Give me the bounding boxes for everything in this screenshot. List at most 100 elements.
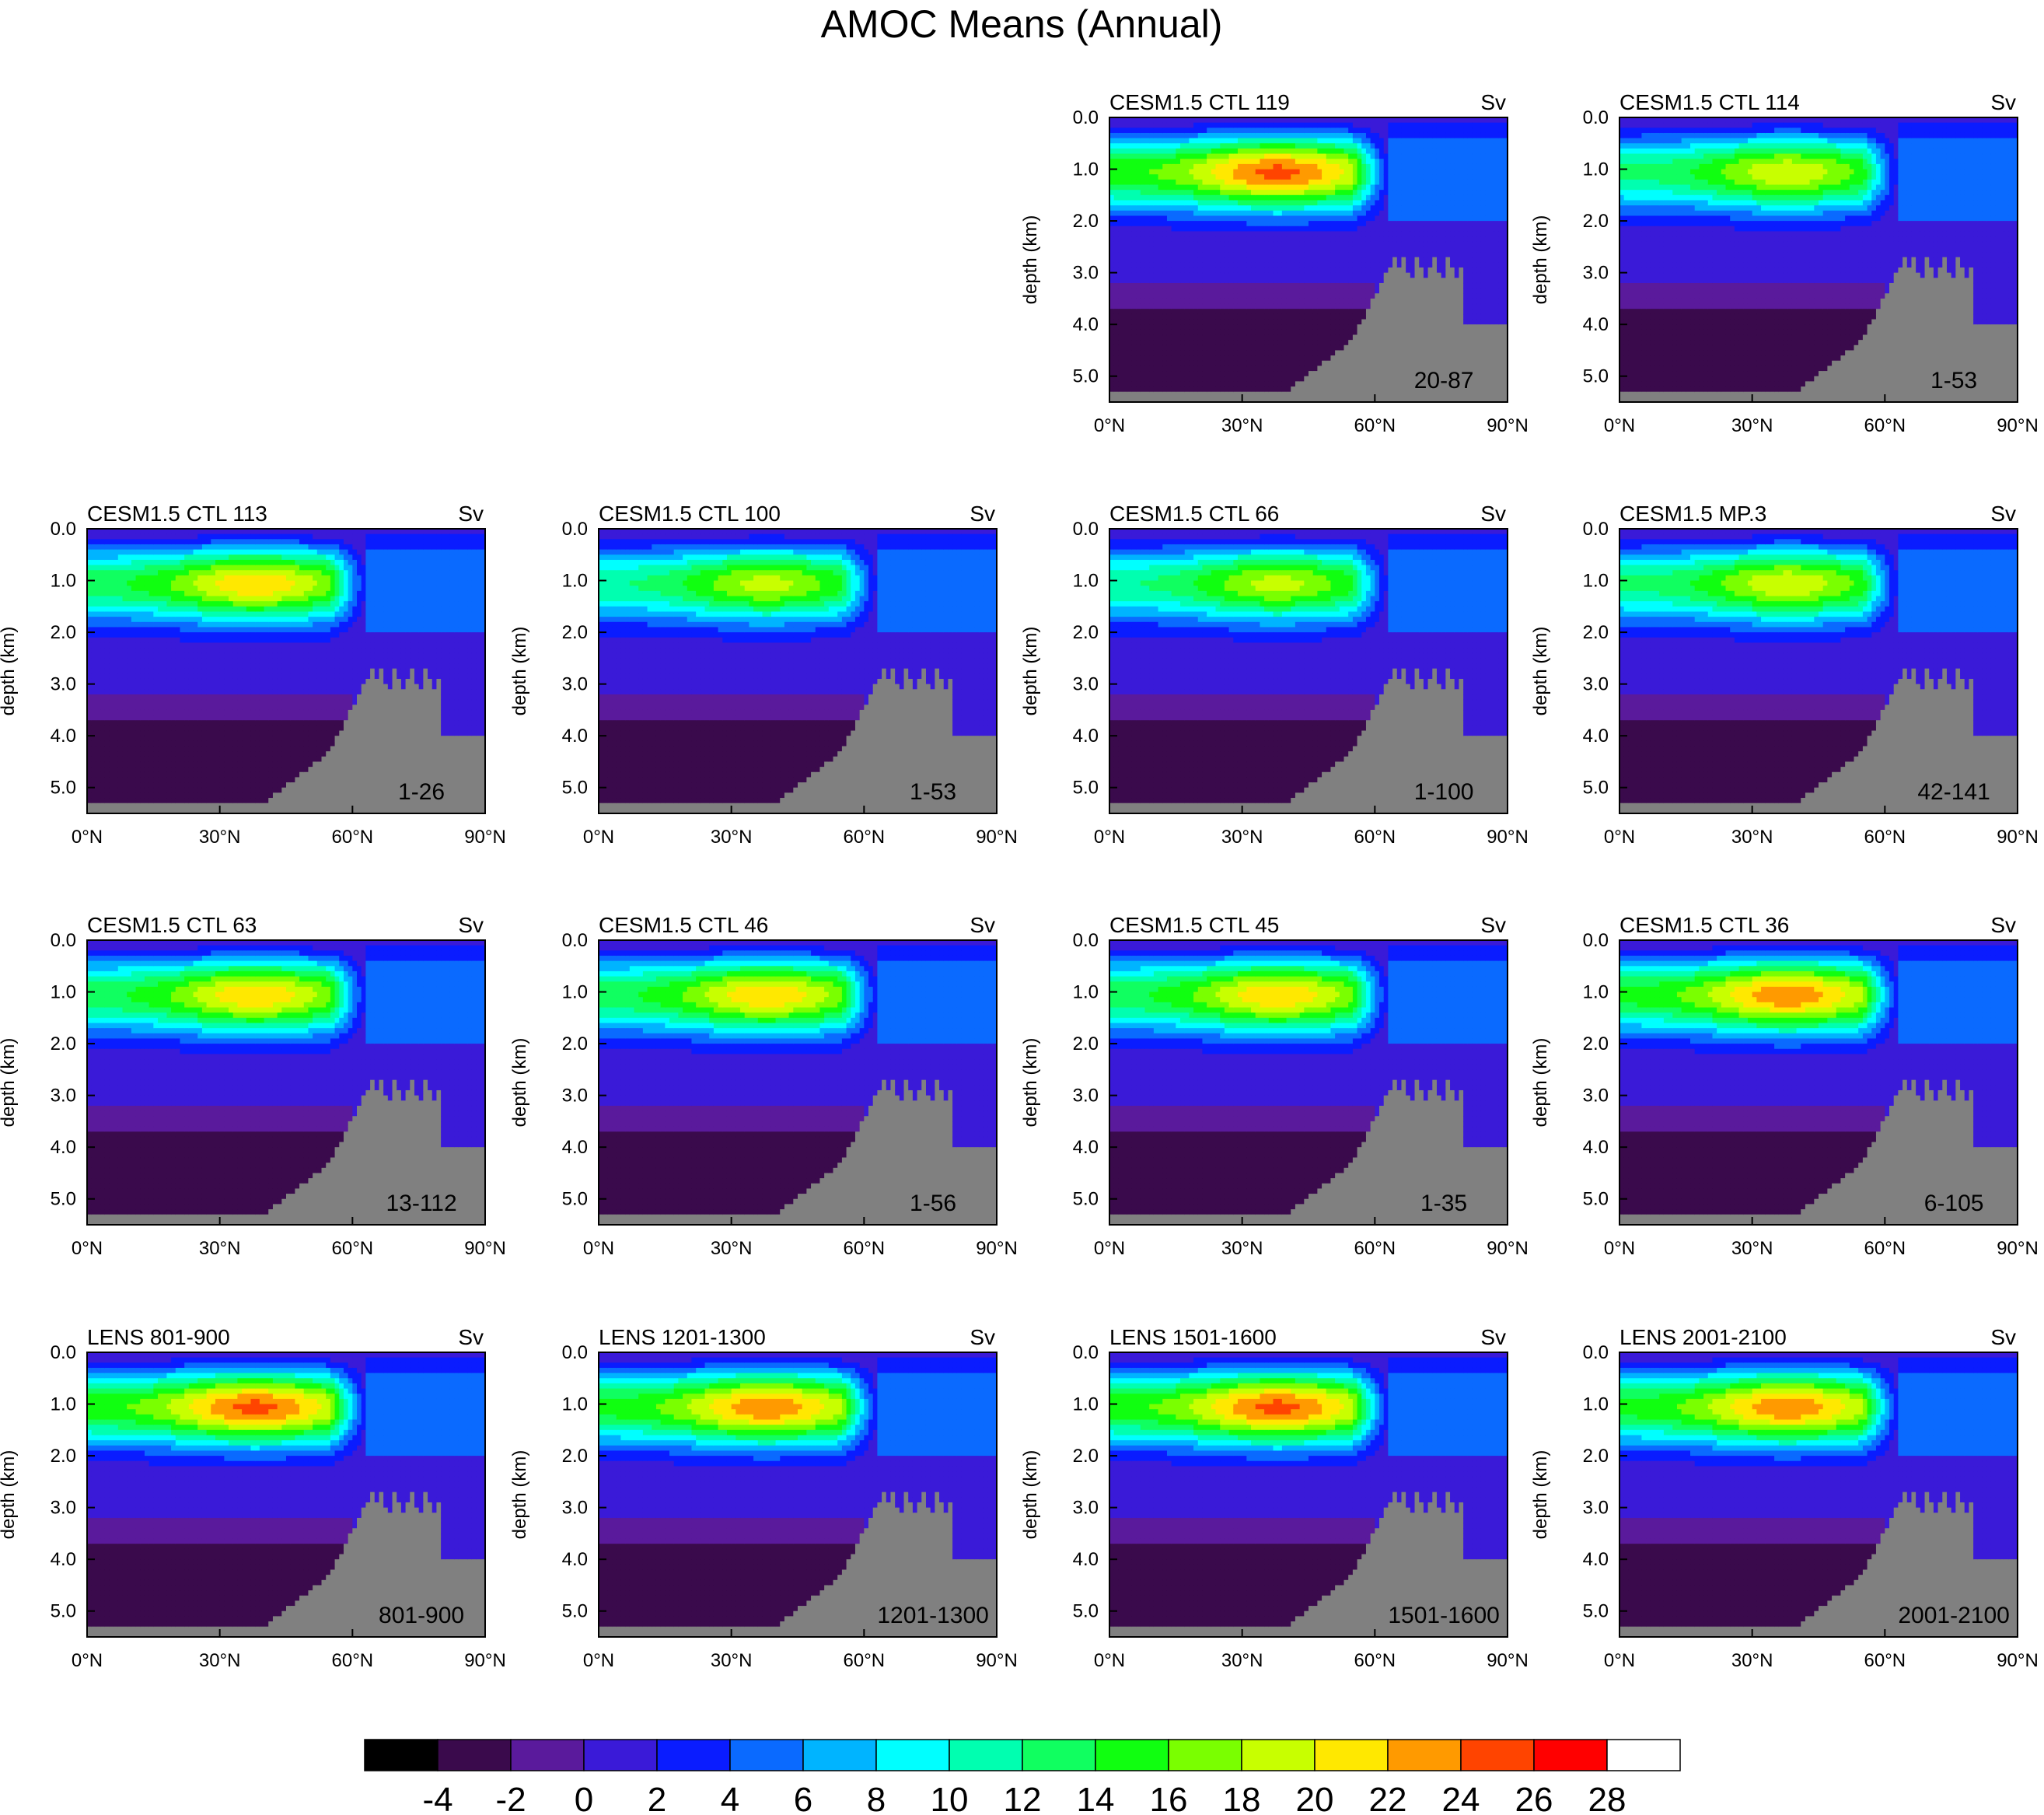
y-tick-label: 0.0 xyxy=(51,1342,76,1363)
y-tick-label: 3.0 xyxy=(1583,263,1609,284)
panel-units: Sv xyxy=(970,913,995,937)
y-tick-label: 3.0 xyxy=(1073,674,1099,695)
x-tick-label: 90°N xyxy=(1997,415,2039,436)
y-axis-label: depth (km) xyxy=(1020,1450,1041,1540)
y-tick-label: 3.0 xyxy=(1073,263,1099,284)
colorbar-box xyxy=(1388,1740,1461,1771)
colorbar-box xyxy=(730,1740,803,1771)
x-tick-label: 60°N xyxy=(1354,1238,1396,1259)
panel-years: 1-26 xyxy=(398,779,445,805)
x-tick-label: 60°N xyxy=(332,1650,374,1671)
y-tick-label: 2.0 xyxy=(1073,211,1099,232)
colorbar-label: 2 xyxy=(648,1781,666,1815)
y-tick-label: 3.0 xyxy=(562,1086,588,1107)
colorbar-label: 8 xyxy=(867,1781,886,1815)
x-tick-label: 60°N xyxy=(844,827,886,848)
x-tick-label: 30°N xyxy=(1731,415,1773,436)
y-axis-label: depth (km) xyxy=(1020,215,1041,305)
y-tick-label: 3.0 xyxy=(1073,1498,1099,1519)
colorbar-box xyxy=(949,1740,1022,1771)
y-tick-label: 0.0 xyxy=(1583,930,1609,951)
x-tick-label: 90°N xyxy=(976,1650,1018,1671)
colorbar-box xyxy=(584,1740,657,1771)
x-tick-label: 90°N xyxy=(464,1238,506,1259)
colorbar-label: 10 xyxy=(931,1781,969,1815)
y-tick-label: 4.0 xyxy=(562,726,588,747)
colorbar-box xyxy=(876,1740,949,1771)
y-tick-label: 5.0 xyxy=(51,1601,76,1622)
colorbar-label: 28 xyxy=(1588,1781,1626,1815)
x-tick-label: 60°N xyxy=(1354,415,1396,436)
panel-units: Sv xyxy=(458,502,484,526)
y-tick-label: 4.0 xyxy=(1583,1137,1609,1158)
x-tick-label: 60°N xyxy=(1354,827,1396,848)
contour-field xyxy=(1109,940,1508,1226)
colorbar-label: 20 xyxy=(1296,1781,1334,1815)
contour-field xyxy=(599,940,998,1226)
x-tick-label: 0°N xyxy=(1604,1238,1635,1259)
y-tick-label: 0.0 xyxy=(1583,107,1609,128)
contour-field xyxy=(87,940,486,1226)
y-tick-label: 0.0 xyxy=(562,519,588,540)
x-tick-label: 90°N xyxy=(1997,1238,2039,1259)
x-tick-label: 0°N xyxy=(583,827,614,848)
panel: CESM1.5 CTL 45 Sv1-350°N 30°N 60°N 90°N0.01.… xyxy=(1020,913,1529,1259)
x-tick-label: 90°N xyxy=(976,827,1018,848)
y-tick-label: 0.0 xyxy=(1073,930,1099,951)
y-tick-label: 2.0 xyxy=(1583,211,1609,232)
contour-field xyxy=(1619,1352,2018,1638)
colorbar-label: -2 xyxy=(495,1781,526,1815)
x-tick-label: 30°N xyxy=(1221,827,1263,848)
y-axis-label: depth (km) xyxy=(509,1450,530,1540)
y-axis-label: depth (km) xyxy=(1530,627,1551,716)
colorbar-box xyxy=(511,1740,584,1771)
contour-field xyxy=(599,1352,998,1638)
y-tick-label: 3.0 xyxy=(1073,1086,1099,1107)
x-tick-label: 0°N xyxy=(583,1238,614,1259)
y-tick-label: 5.0 xyxy=(1583,366,1609,387)
y-tick-label: 5.0 xyxy=(1583,778,1609,799)
y-tick-label: 1.0 xyxy=(1583,571,1609,592)
colorbar-box xyxy=(1607,1740,1680,1771)
y-tick-label: 5.0 xyxy=(51,1189,76,1210)
y-tick-label: 1.0 xyxy=(51,1394,76,1415)
panel-years: 1-100 xyxy=(1414,779,1474,805)
panel-units: Sv xyxy=(1480,1325,1506,1349)
panel: CESM1.5 CTL 114 Sv1-530°N 30°N 60°N 90°N0.01… xyxy=(1530,90,2039,436)
contour-field xyxy=(1619,529,2018,814)
y-tick-label: 5.0 xyxy=(562,1601,588,1622)
x-tick-label: 30°N xyxy=(199,1238,241,1259)
y-axis-label: depth (km) xyxy=(1020,1038,1041,1128)
y-tick-label: 4.0 xyxy=(1073,1137,1099,1158)
colorbar-label: 0 xyxy=(575,1781,593,1815)
y-tick-label: 3.0 xyxy=(562,674,588,695)
y-tick-label: 0.0 xyxy=(51,930,76,951)
colorbar-box xyxy=(1242,1740,1315,1771)
x-tick-label: 60°N xyxy=(332,1238,374,1259)
y-tick-label: 0.0 xyxy=(1583,1342,1609,1363)
colorbar-label: 24 xyxy=(1442,1781,1480,1815)
colorbar-label: 4 xyxy=(721,1781,739,1815)
x-tick-label: 90°N xyxy=(976,1238,1018,1259)
contour-field xyxy=(1109,117,1508,403)
panel-units: Sv xyxy=(1480,90,1506,114)
y-tick-label: 4.0 xyxy=(562,1549,588,1570)
y-tick-label: 1.0 xyxy=(1073,159,1099,180)
y-tick-label: 1.0 xyxy=(1073,1394,1099,1415)
y-tick-label: 5.0 xyxy=(1583,1601,1609,1622)
x-tick-label: 90°N xyxy=(464,1650,506,1671)
x-tick-label: 30°N xyxy=(711,827,753,848)
panel-years: 1-56 xyxy=(910,1191,956,1216)
colorbar-label: 6 xyxy=(794,1781,812,1815)
x-tick-label: 30°N xyxy=(711,1650,753,1671)
colorbar-box xyxy=(438,1740,511,1771)
y-tick-label: 4.0 xyxy=(1583,314,1609,335)
y-tick-label: 2.0 xyxy=(51,1446,76,1467)
x-tick-label: 0°N xyxy=(583,1650,614,1671)
y-tick-label: 5.0 xyxy=(562,1189,588,1210)
